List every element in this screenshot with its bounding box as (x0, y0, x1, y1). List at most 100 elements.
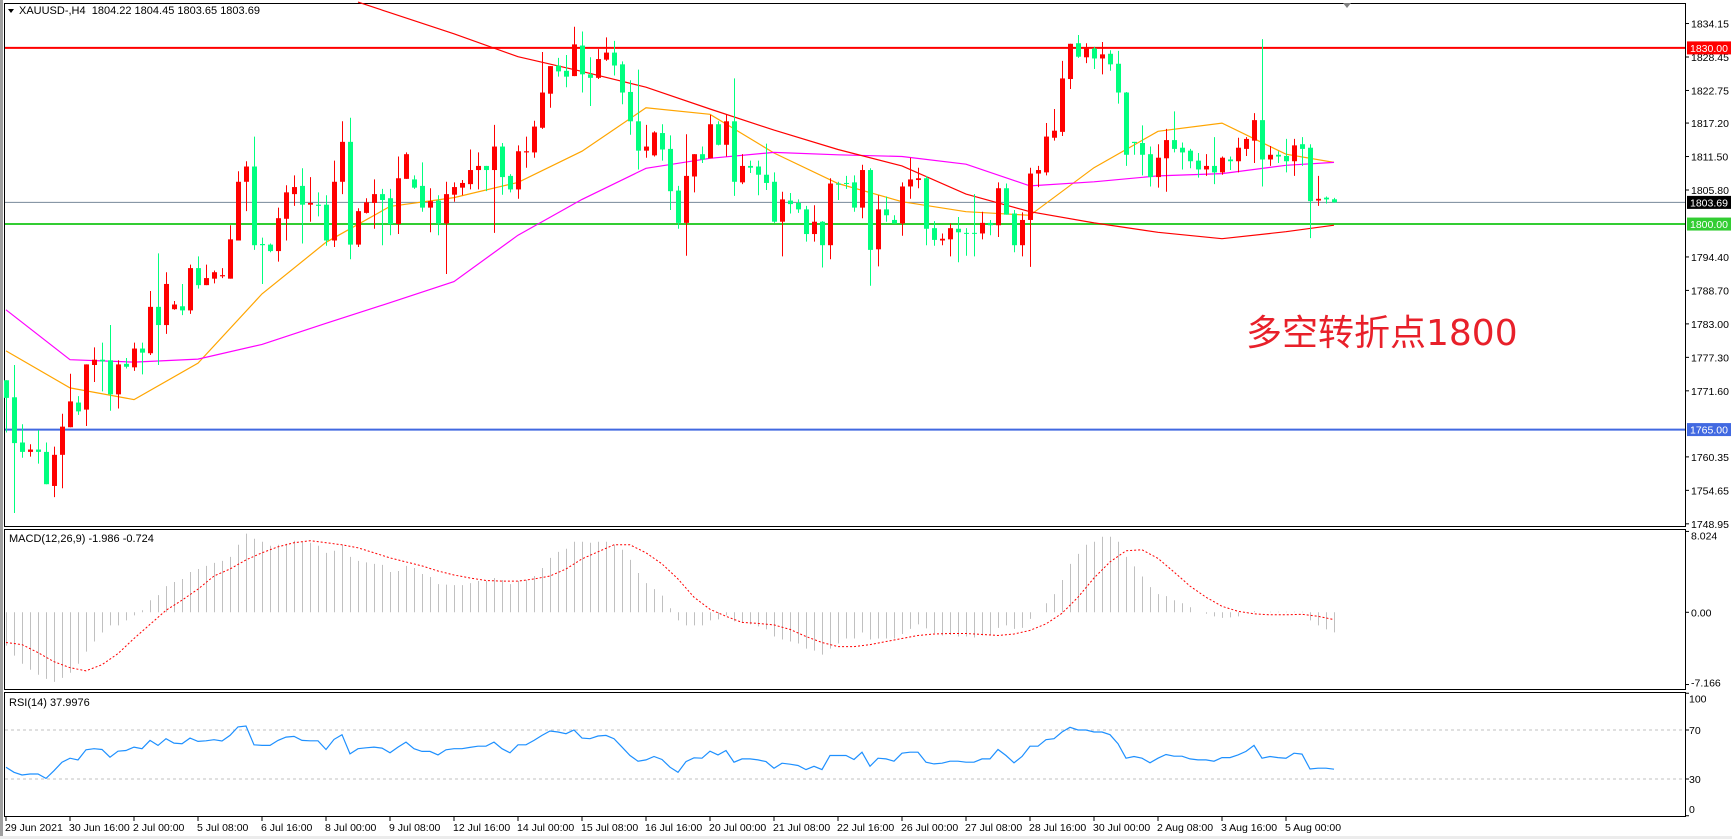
candle-body (188, 268, 193, 311)
candle (660, 124, 665, 161)
candle-body (476, 165, 481, 171)
candle-body (148, 306, 153, 354)
candle-body (668, 148, 673, 192)
candle-body (356, 211, 361, 245)
candle (612, 40, 617, 76)
candle-body (404, 154, 409, 179)
rsi-line (5, 725, 1335, 780)
candle (84, 364, 89, 427)
candle (1196, 153, 1201, 178)
price-axis[interactable]: 1834.15 1828.45 1822.75 1817.20 1811.50 1805.… (1685, 19, 1731, 817)
candle (932, 221, 937, 246)
candle (404, 152, 409, 179)
candle (1212, 137, 1217, 185)
candle (948, 223, 953, 257)
candle (156, 253, 161, 365)
pivot-price-tag: 1800.00 (1687, 217, 1731, 231)
candle (964, 228, 969, 256)
candle-body (140, 348, 145, 353)
candle-body (500, 146, 505, 178)
candle-body (324, 204, 329, 241)
candle (452, 182, 457, 202)
candle (1028, 167, 1033, 267)
candle (884, 196, 889, 222)
candle-body (1028, 173, 1033, 220)
candle-body (1284, 155, 1289, 162)
candle (196, 256, 201, 289)
candle-body (236, 181, 241, 241)
candle-body (52, 454, 57, 486)
macd-header: MACD(12,26,9) -1.986 -0.724 (9, 533, 154, 545)
time-tick-label: 2 Jul 00:00 (133, 822, 185, 834)
candle-body (764, 174, 769, 183)
price-tag-label: 1765.00 (1690, 425, 1728, 437)
macd-tick-label: 8.024 (1691, 530, 1717, 542)
candle-body (956, 228, 961, 233)
candle-body (300, 185, 305, 205)
candle-body (588, 74, 593, 78)
candle (1164, 128, 1169, 192)
panel-frames (4, 3, 1686, 817)
candle-body (1148, 154, 1153, 178)
candle-body (988, 222, 993, 226)
candle (604, 37, 609, 61)
candle-body (1060, 78, 1065, 132)
candle-body (36, 449, 41, 452)
candle-body (580, 45, 585, 75)
candle-body (1020, 219, 1025, 246)
candle-body (1316, 198, 1321, 201)
candle-body (116, 364, 121, 395)
candle-body (428, 201, 433, 208)
candle (684, 134, 689, 256)
candle (164, 272, 169, 334)
candle-body (964, 232, 969, 234)
time-tick-label: 20 Jul 00:00 (709, 822, 766, 834)
candle (828, 178, 833, 260)
candle-body (724, 121, 729, 145)
candle (844, 175, 849, 189)
candle-body (604, 52, 609, 60)
price-tick-label: 1805.80 (1691, 185, 1729, 197)
candle (740, 154, 745, 185)
candle (940, 233, 945, 246)
candle (1084, 43, 1089, 64)
candle-body (820, 221, 825, 246)
candle (324, 195, 329, 246)
candle (1068, 43, 1073, 90)
candle-body (444, 194, 449, 224)
macd-tick-label: 0.00 (1691, 607, 1712, 619)
time-tick-label: 9 Jul 08:00 (389, 822, 441, 834)
candle-body (932, 228, 937, 240)
candle-body (180, 306, 185, 311)
candle (764, 143, 769, 191)
candle (812, 205, 817, 242)
price-tag-label: 1800.00 (1690, 219, 1728, 231)
candle (332, 160, 337, 247)
chart-shift-marker-icon[interactable] (1343, 3, 1351, 8)
candle-body (332, 181, 337, 241)
symbol-dropdown-triangle-icon[interactable] (8, 9, 14, 13)
price-panel-frame (4, 3, 1686, 527)
candle-body (868, 170, 873, 250)
time-axis[interactable]: 29 Jun 2021 30 Jun 16:00 2 Jul 00:00 5 Jul … (5, 817, 1341, 834)
candle (468, 149, 473, 190)
candle (980, 211, 985, 240)
candle-body (716, 124, 721, 145)
candle-body (452, 187, 457, 195)
candle (412, 175, 417, 189)
annotation-text: 多空转折点1800 (1246, 313, 1518, 354)
candle-body (1308, 147, 1313, 202)
candle (260, 237, 265, 284)
candle (132, 342, 137, 371)
candle-body (60, 426, 65, 455)
candle-body (1044, 136, 1049, 173)
candle-body (844, 182, 849, 184)
candle-body (252, 166, 257, 246)
candle-body (20, 442, 25, 452)
candle (556, 57, 561, 77)
candle-body (644, 146, 649, 151)
candle-body (1140, 143, 1145, 155)
candle (508, 174, 513, 193)
candle-body (484, 165, 489, 171)
